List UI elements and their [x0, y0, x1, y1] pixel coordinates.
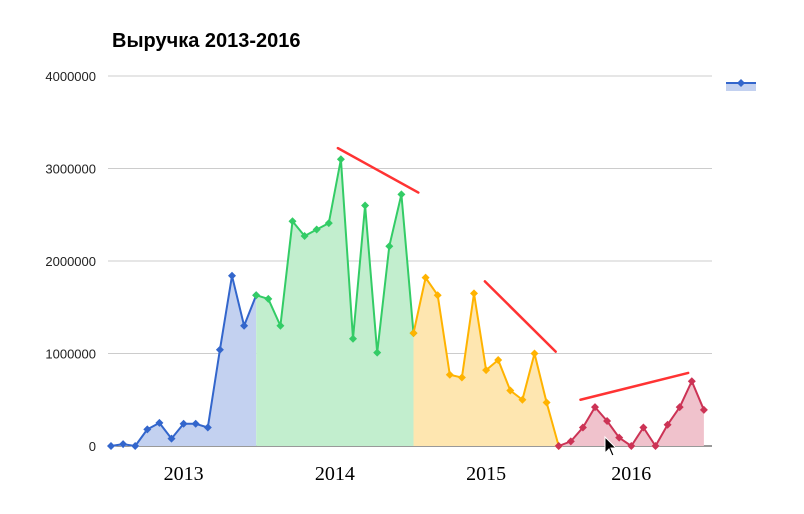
data-point — [300, 232, 309, 241]
data-point — [445, 370, 454, 379]
x-year-label: 2016 — [611, 463, 651, 485]
data-point — [482, 366, 491, 375]
data-point — [361, 201, 370, 210]
data-point — [530, 349, 539, 358]
trend-line — [483, 280, 557, 353]
data-point — [349, 334, 357, 343]
y-tick-label: 2000000 — [45, 254, 96, 269]
series-line-2014 — [255, 158, 415, 354]
data-point — [119, 440, 128, 449]
data-point — [276, 321, 285, 330]
y-tick-label: 1000000 — [45, 347, 96, 362]
data-point — [264, 294, 273, 303]
area-2016 — [558, 381, 704, 446]
data-point — [542, 398, 551, 407]
y-tick-label: 4000000 — [45, 69, 96, 84]
area-2014 — [256, 159, 414, 446]
data-point — [651, 442, 660, 450]
data-point — [603, 417, 612, 426]
chart-title: Выручка 2013-2016 — [112, 30, 301, 52]
data-point — [167, 434, 176, 443]
data-point — [179, 419, 188, 428]
y-tick-label: 0 — [89, 439, 96, 454]
data-point — [203, 423, 212, 432]
data-point — [566, 437, 575, 446]
data-point — [215, 345, 224, 354]
data-point — [506, 386, 515, 395]
data-point — [554, 442, 563, 450]
trend-line — [336, 146, 420, 194]
data-point — [312, 225, 321, 234]
data-point — [457, 373, 466, 382]
data-point — [373, 348, 382, 357]
data-point — [518, 395, 527, 404]
data-point — [131, 442, 140, 450]
x-year-label: 2015 — [466, 463, 506, 485]
data-point — [228, 271, 236, 280]
data-point — [107, 442, 115, 450]
data-point — [433, 291, 442, 300]
data-point — [385, 242, 394, 251]
data-point — [470, 289, 478, 298]
data-point — [336, 155, 345, 164]
data-point — [663, 420, 672, 429]
y-tick-label: 3000000 — [45, 162, 96, 177]
data-point — [191, 419, 200, 428]
data-point — [240, 321, 249, 330]
data-point — [143, 425, 152, 434]
mouse-cursor-icon — [604, 435, 618, 457]
data-point — [155, 418, 164, 427]
data-point — [421, 273, 430, 282]
data-point — [397, 190, 406, 199]
legend-marker — [737, 79, 745, 87]
data-point — [494, 355, 503, 364]
data-point — [591, 403, 599, 412]
x-year-label: 2014 — [315, 463, 355, 485]
data-point — [627, 442, 636, 450]
area-2015 — [413, 277, 559, 446]
data-point — [675, 403, 684, 412]
data-point — [699, 405, 708, 414]
data-point — [615, 433, 624, 442]
data-point — [288, 217, 297, 226]
data-point — [324, 219, 333, 228]
x-year-label: 2013 — [164, 463, 204, 485]
data-point — [409, 329, 418, 338]
data-point — [578, 423, 587, 432]
data-point — [687, 377, 696, 386]
trend-line — [579, 371, 690, 401]
data-point — [252, 291, 261, 300]
area-2013 — [111, 275, 257, 446]
data-point — [639, 423, 648, 432]
